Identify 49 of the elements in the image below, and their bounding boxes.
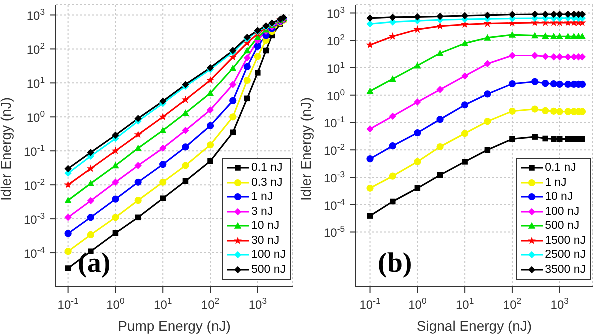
x-tick-label: 10$^{3}$ [550, 296, 570, 312]
legend-label: 1500 nJ [545, 234, 586, 247]
x-tick-label: 10$^{-1}$ [360, 296, 381, 312]
x-tick-label: 10$^{1}$ [154, 296, 172, 312]
y-tick-label: 10$^{2}$ [26, 41, 46, 58]
annotation: (b) [378, 248, 412, 279]
legend-label: 100 nJ [251, 249, 286, 262]
legend-label: 0.1 nJ [251, 162, 283, 174]
y-tick-label: 10$^{-5}$ [324, 224, 346, 240]
legend-label: 3 nJ [251, 206, 274, 218]
y-tick-label: 10$^{3}$ [26, 7, 46, 24]
x-tick-label: 10$^{0}$ [408, 296, 427, 312]
x-tick-label: 10$^{1}$ [456, 296, 474, 312]
y-tick-label: 10$^{1}$ [326, 60, 346, 76]
y-tick-label: 10$^{-4}$ [324, 196, 346, 213]
x-axis-title: Signal Energy (nJ) [416, 318, 532, 334]
y-tick-label: 10$^{-1}$ [324, 114, 346, 131]
x-axis-title: Pump Energy (nJ) [118, 318, 231, 334]
x-tick-label: 10$^{3}$ [248, 296, 268, 312]
y-tick-label: 10$^{-2}$ [24, 177, 46, 194]
y-tick-label: 10$^{-3}$ [24, 211, 46, 228]
y-tick-label: 10$^{-1}$ [24, 143, 46, 160]
legend-label: 2500 nJ [545, 249, 586, 262]
y-tick-label: 10$^{0}$ [326, 87, 346, 104]
y-axis-title: Idler Energy (nJ) [0, 98, 14, 201]
y-tick-label: 10$^{2}$ [326, 32, 346, 49]
legend-label: 0.1 nJ [545, 162, 576, 174]
legend-label: 3500 nJ [545, 264, 586, 276]
y-tick-label: 10$^{3}$ [326, 5, 346, 22]
legend-label: 10 nJ [545, 191, 574, 204]
y-axis-title: Idler Energy (nJ) [298, 98, 314, 201]
annotation: (a) [78, 248, 111, 279]
legend-label: 500 nJ [251, 264, 286, 276]
y-tick-label: 10$^{0}$ [26, 109, 46, 126]
legend-label: 30 nJ [251, 234, 280, 247]
x-tick-label: 10$^{2}$ [201, 296, 220, 312]
legend-label: 100 nJ [545, 206, 580, 218]
legend-label: 500 nJ [545, 220, 580, 232]
y-tick-label: 10$^{-4}$ [24, 245, 46, 262]
x-tick-label: 10$^{0}$ [106, 296, 125, 312]
y-tick-label: 10$^{1}$ [26, 75, 46, 92]
x-tick-label: 10$^{2}$ [503, 296, 522, 312]
x-tick-label: 10$^{-1}$ [58, 296, 80, 312]
y-tick-label: 10$^{-2}$ [324, 142, 346, 158]
legend-label: 1 nJ [545, 176, 567, 189]
y-tick-label: 10$^{-3}$ [324, 169, 346, 186]
legend-label: 0.3 nJ [251, 176, 283, 189]
legend-label: 10 nJ [251, 220, 280, 232]
legend-label: 1 nJ [251, 191, 274, 204]
